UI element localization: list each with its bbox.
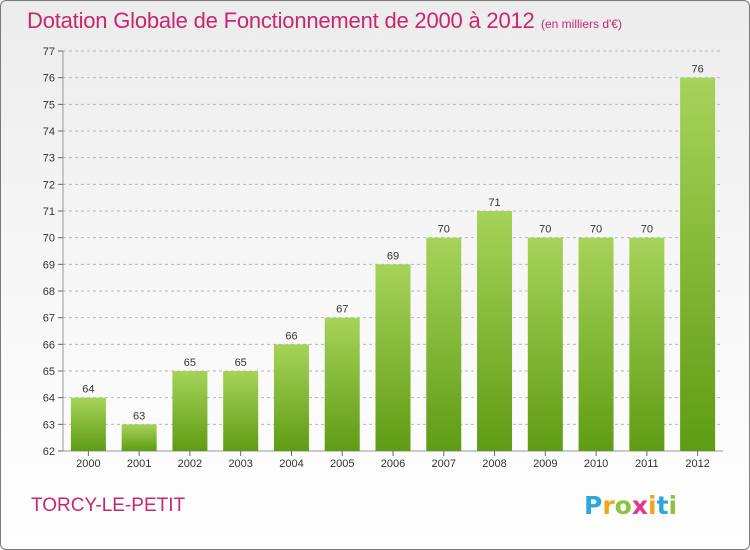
bar <box>629 237 665 451</box>
y-tick-label: 72 <box>43 179 55 191</box>
bar <box>223 371 259 451</box>
x-tick-label: 2003 <box>228 458 252 470</box>
bar <box>477 211 513 451</box>
y-tick-label: 64 <box>43 393 55 405</box>
y-tick-label: 70 <box>43 233 55 245</box>
y-tick-label: 63 <box>43 419 55 431</box>
bar <box>273 344 309 451</box>
x-tick-label: 2012 <box>685 458 709 470</box>
y-tick-label: 73 <box>43 153 55 165</box>
data-label: 71 <box>488 197 500 209</box>
bar <box>70 397 106 451</box>
bar <box>680 77 716 452</box>
x-tick-label: 2010 <box>584 458 608 470</box>
y-axis-ticks: 62 63 64 65 66 67 68 69 70 71 72 73 74 75 76 77 <box>43 46 63 458</box>
y-tick-label: 65 <box>43 366 55 378</box>
bar <box>375 264 411 451</box>
y-tick-label: 66 <box>43 339 55 351</box>
x-tick-label: 2001 <box>127 458 151 470</box>
y-tick-label: 69 <box>43 259 55 271</box>
y-tick-label: 68 <box>43 286 55 298</box>
logo-letter: o <box>614 491 632 520</box>
bar <box>324 317 360 451</box>
x-tick-label: 2008 <box>482 458 506 470</box>
x-tick-label: 2006 <box>381 458 405 470</box>
x-axis-ticks: 2000 2001 2002 2003 2004 2005 2006 2007 2008 2009… <box>76 451 710 470</box>
x-tick-label: 2005 <box>330 458 354 470</box>
bar <box>426 237 462 451</box>
bar <box>578 237 614 451</box>
y-tick-label: 75 <box>43 99 55 111</box>
y-tick-label: 74 <box>43 126 55 138</box>
data-label: 64 <box>82 384 94 396</box>
x-tick-label: 2007 <box>432 458 456 470</box>
y-tick-label: 67 <box>43 313 55 325</box>
chart-subtitle: (en milliers d'€) <box>541 17 622 31</box>
data-label: 63 <box>133 410 145 422</box>
data-label: 65 <box>235 357 247 369</box>
x-tick-label: 2000 <box>76 458 100 470</box>
y-tick-label: 76 <box>43 73 55 85</box>
bars <box>70 77 716 452</box>
data-label: 70 <box>590 224 602 236</box>
logo-letter: x <box>631 491 648 520</box>
x-tick-label: 2009 <box>533 458 557 470</box>
commune-name: TORCY-LE-PETIT <box>31 495 186 516</box>
data-label: 69 <box>387 250 399 262</box>
y-tick-label: 77 <box>43 46 55 58</box>
proxiti-logo: Proxiti <box>584 491 677 520</box>
logo-letter: P <box>584 491 603 520</box>
logo-letter: i <box>648 491 657 520</box>
data-label: 70 <box>438 224 450 236</box>
data-labels: 64 63 65 65 66 67 69 70 71 70 70 70 76 <box>82 64 703 423</box>
logo-letter: i <box>668 491 678 520</box>
bar <box>172 371 208 451</box>
y-tick-label: 62 <box>43 446 55 458</box>
data-label: 76 <box>691 64 703 76</box>
y-tick-label: 71 <box>43 206 55 218</box>
logo-letter: t <box>656 491 669 520</box>
x-tick-label: 2011 <box>635 458 659 470</box>
chart-title: Dotation Globale de Fonctionnement de 20… <box>27 8 535 33</box>
bar <box>121 424 157 451</box>
x-tick-label: 2004 <box>279 458 303 470</box>
x-tick-label: 2002 <box>178 458 202 470</box>
data-label: 70 <box>641 224 653 236</box>
logo-letter: r <box>602 491 615 520</box>
bar <box>527 237 563 451</box>
data-label: 70 <box>539 224 551 236</box>
data-label: 66 <box>285 330 297 342</box>
data-label: 65 <box>184 357 196 369</box>
data-label: 67 <box>336 304 348 316</box>
